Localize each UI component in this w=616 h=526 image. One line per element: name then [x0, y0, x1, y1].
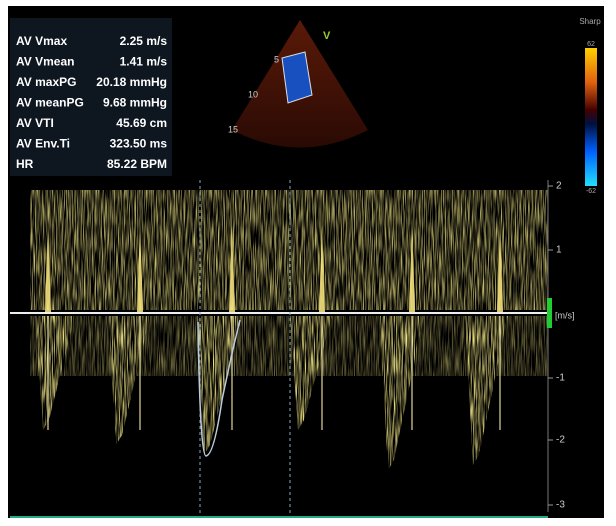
baseline-marker	[547, 298, 552, 328]
sector-marker: V	[323, 30, 331, 42]
ultrasound-screen: AV Vmax 2.25 m/s AV Vmean 1.41 m/s AV maxPG 2…	[0, 0, 616, 521]
measurement-value: 9.68 mmHg	[103, 96, 167, 110]
measurement-label: AV Env.Ti	[16, 137, 70, 151]
color-bar-top: 62	[587, 41, 595, 48]
tick-label: 2	[556, 181, 562, 192]
measurement-value: 85.22 BPM	[107, 157, 167, 171]
page: AV Vmax 2.25 m/s AV Vmean 1.41 m/s AV maxPG 2…	[0, 0, 616, 521]
depth-label: 5	[274, 54, 279, 64]
velocity-unit: [m/s]	[555, 310, 575, 320]
noise-band	[30, 190, 548, 310]
tick-label: -3	[556, 500, 565, 511]
measurement-value: 2.25 m/s	[120, 34, 168, 48]
measurement-label: AV VTI	[16, 116, 54, 130]
color-bar-title: Sharp	[579, 17, 601, 26]
measurement-label: AV Vmean	[16, 55, 74, 69]
measurement-label: AV meanPG	[16, 96, 84, 110]
measurement-label: AV Vmax	[16, 34, 67, 48]
measurement-value: 323.50 ms	[110, 137, 168, 151]
measurement-value: 20.18 mmHg	[96, 75, 167, 89]
measurement-value: 45.69 cm	[116, 116, 167, 130]
color-bar-bottom: -62	[586, 188, 596, 195]
depth-label: 10	[248, 89, 258, 99]
measurement-label: AV maxPG	[16, 75, 76, 89]
measurement-label: HR	[16, 157, 34, 171]
tick-label: 1	[556, 245, 562, 256]
depth-label: 15	[228, 124, 238, 134]
measurement-value: 1.41 m/s	[120, 55, 168, 69]
tick-label: -2	[556, 435, 565, 446]
color-bar	[585, 48, 597, 186]
tick-label: -1	[556, 373, 565, 384]
